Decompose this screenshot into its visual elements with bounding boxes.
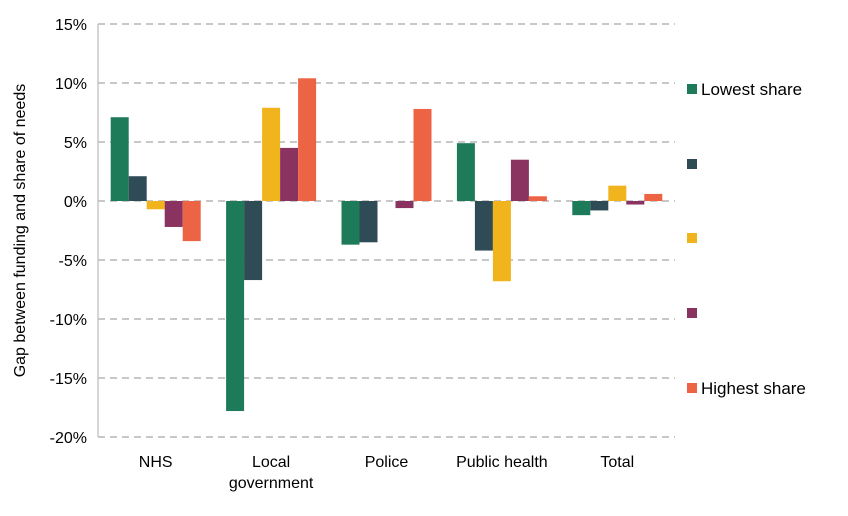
bar — [280, 147, 299, 201]
y-tick-label: -10% — [50, 312, 87, 329]
legend-swatch — [687, 308, 697, 318]
bar — [164, 201, 183, 227]
y-tick-label: 5% — [64, 135, 87, 152]
legend-swatch — [687, 159, 697, 169]
y-tick-label: 10% — [55, 76, 87, 93]
x-category-labels: NHS Local government Police Public health Tot… — [139, 454, 634, 492]
bar — [413, 108, 432, 201]
bar — [626, 201, 645, 205]
y-tick-label: -15% — [50, 371, 87, 388]
legend-swatch — [687, 84, 697, 94]
y-tick-label: -5% — [59, 253, 87, 270]
bar — [128, 176, 147, 201]
bar — [359, 201, 378, 243]
bar — [456, 143, 475, 201]
legend: Lowest share Highest share — [687, 80, 806, 398]
x-category-label: Public health — [456, 454, 548, 471]
y-tick-labels: 15% 10% 5% 0% -5% -10% -15% -20% — [50, 17, 87, 447]
bar — [474, 201, 493, 251]
bar — [492, 201, 511, 282]
x-category-label: Total — [600, 454, 634, 471]
bar — [572, 201, 591, 216]
x-category-label: Local — [252, 454, 290, 471]
bar — [226, 201, 245, 412]
x-category-label: government — [229, 475, 314, 492]
legend-swatch — [687, 383, 697, 393]
bars — [110, 78, 663, 412]
legend-label: Lowest share — [701, 80, 802, 99]
bar — [590, 201, 609, 211]
bar — [262, 107, 281, 201]
x-category-label: NHS — [139, 454, 173, 471]
bar — [298, 78, 317, 201]
x-category-label: Police — [365, 454, 409, 471]
y-axis-title: Gap between funding and share of needs — [12, 84, 29, 378]
bar — [182, 201, 201, 242]
y-tick-label: 0% — [64, 194, 87, 211]
bar — [110, 117, 129, 201]
bar — [608, 185, 627, 201]
bar — [395, 201, 414, 209]
bar — [644, 193, 663, 201]
bar — [528, 196, 547, 201]
legend-label: Highest share — [701, 379, 806, 398]
y-tick-label: 15% — [55, 17, 87, 34]
bar — [510, 159, 529, 201]
bar — [146, 201, 165, 210]
bar — [244, 201, 263, 281]
bar — [341, 201, 360, 245]
legend-swatch — [687, 233, 697, 243]
y-tick-label: -20% — [50, 430, 87, 447]
